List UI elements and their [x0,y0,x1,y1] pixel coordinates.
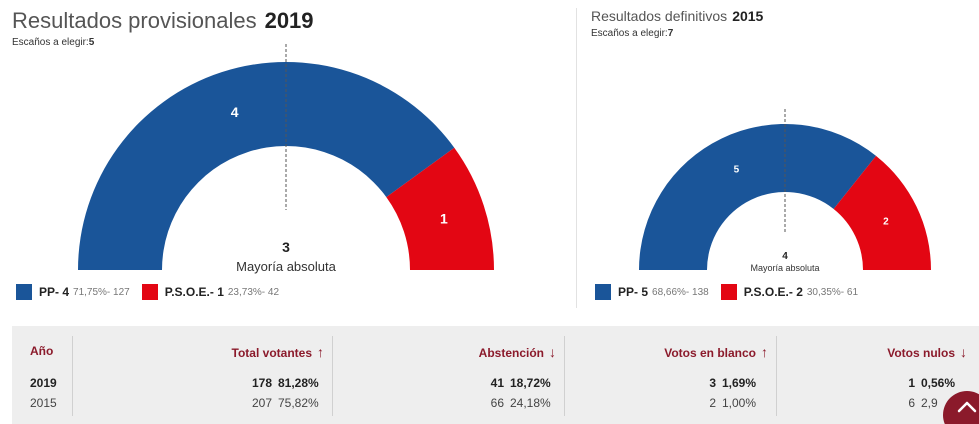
total-value: 178 [251,376,272,390]
party-legend-2019: PP- 4 71,75%- 127 P.S.O.E.- 1 23,73%- 42 [16,284,291,300]
col-null-votes: Votos nulos ↓ 1 0,56% 6 2,9 [776,336,979,416]
header-blank-label: Votos en blanco [664,346,756,360]
results-title: Resultados provisionales 2019 [12,8,314,34]
arrow-up-icon: ↑ [761,344,768,360]
pp-color-swatch [16,284,32,300]
header-year[interactable]: Año [30,344,54,358]
cell-blank-2019: 3 1,69% [709,376,768,390]
null-percent: 2,9 [921,396,938,410]
panel-divider [576,8,577,308]
cell-total-2015: 207 75,82% [252,396,324,410]
seats-label: Escaños a elegir: [12,37,89,48]
legend-item-psoe[interactable]: P.S.O.E.- 1 23,73%- 42 [141,284,280,300]
seat-hemicycle-2015: 5 2 4 Mayoría absoluta [639,109,931,273]
cell-null-2015: 6 2,9 [908,396,967,410]
majority-label: Mayoría absoluta [750,263,819,273]
legend-detail-pp: 68,66%- 138 [652,286,709,298]
header-blank-votes[interactable]: Votos en blanco ↑ [664,344,768,360]
majority-label: Mayoría absoluta [236,259,336,274]
abstention-value: 41 [490,376,504,390]
arrow-up-icon: ↑ [317,344,324,360]
legend-name-psoe: P.S.O.E.- 1 [164,285,224,299]
header-null-label: Votos nulos [887,346,955,360]
null-value: 6 [908,396,915,410]
col-blank-votes: Votos en blanco ↑ 3 1,69% 2 1,00% [564,336,776,416]
legend-name-pp: PP- 4 [39,285,70,299]
abstention-value: 66 [490,396,504,410]
legend-item-psoe[interactable]: P.S.O.E.- 2 30,35%- 61 [720,284,859,300]
legend-item-pp[interactable]: PP- 4 71,75%- 127 [16,284,130,300]
psoe-color-swatch [141,284,158,300]
seat-count-pp: 4 [231,104,239,120]
seat-arc-psoe[interactable] [833,155,931,270]
header-abstention-label: Abstención [478,346,544,360]
null-value: 1 [908,376,915,390]
blank-percent: 1,00% [722,396,757,410]
seats-label: Escaños a elegir: [591,28,668,39]
seats-value: 5 [88,37,95,48]
seats-to-elect: Escaños a elegir:7 [591,28,673,39]
abstention-percent: 24,18% [510,396,551,410]
psoe-color-swatch [720,284,737,300]
col-total-voters: Total votantes ↑ 178 81,28% 207 75,82% [72,336,332,416]
cell-total-2019: 178 81,28% [252,376,324,390]
seat-hemicycle-2019: 4 1 3 Mayoría absoluta [78,44,494,274]
majority-number: 3 [282,239,290,255]
legend-detail-psoe: 30,35%- 61 [806,286,859,298]
header-total-voters[interactable]: Total votantes ↑ [232,344,324,360]
cell-year-2015: 2015 [30,396,57,410]
chevron-up-icon [957,401,977,413]
results-2019-panel: Resultados provisionales 2019 Escaños a e… [0,0,575,320]
legend-detail-psoe: 23,73%- 42 [227,286,280,298]
seat-arc-pp[interactable] [78,61,455,270]
header-total-label: Total votantes [231,346,312,360]
seat-arc-psoe[interactable] [386,147,494,270]
arrow-down-icon: ↓ [549,344,556,360]
pp-color-swatch [595,284,611,300]
results-title-label: Resultados definitivos [591,8,728,24]
seat-count-psoe: 1 [440,210,448,226]
seat-count-psoe: 2 [883,217,889,228]
col-year: Año 2019 2015 [12,336,72,416]
header-null-votes[interactable]: Votos nulos ↓ [887,344,967,360]
results-2015-panel: Resultados definitivos 2015 Escaños a ele… [577,0,979,320]
blank-value: 2 [709,396,716,410]
blank-percent: 1,69% [722,376,757,390]
turnout-table: Año 2019 2015 Total votantes ↑ 178 81,28% … [12,326,979,424]
results-title-label: Resultados provisionales [12,8,257,33]
total-percent: 81,28% [278,376,319,390]
col-abstention: Abstención ↓ 41 18,72% 66 24,18% [332,336,564,416]
blank-value: 3 [709,376,716,390]
cell-year-2019: 2019 [30,376,57,390]
cell-abstention-2015: 66 24,18% [491,396,556,410]
legend-name-psoe: P.S.O.E.- 2 [743,285,803,299]
legend-item-pp[interactable]: PP- 5 68,66%- 138 [595,284,709,300]
legend-detail-pp: 71,75%- 127 [73,286,130,298]
arrow-down-icon: ↓ [960,344,967,360]
seats-to-elect: Escaños a elegir:5 [12,37,94,48]
cell-null-2019: 1 0,56% [908,376,967,390]
results-title: Resultados definitivos 2015 [591,8,763,24]
total-value: 207 [251,396,272,410]
results-year: 2019 [264,8,314,33]
results-year: 2015 [732,8,764,24]
seats-value: 7 [667,28,674,39]
cell-abstention-2019: 41 18,72% [491,376,556,390]
seat-arc-pp[interactable] [639,123,877,270]
seat-count-pp: 5 [734,164,740,175]
majority-number: 4 [782,251,788,262]
legend-name-pp: PP- 5 [618,285,649,299]
abstention-percent: 18,72% [510,376,551,390]
null-percent: 0,56% [921,376,956,390]
total-percent: 75,82% [278,396,319,410]
cell-blank-2015: 2 1,00% [709,396,768,410]
party-legend-2015: PP- 5 68,66%- 138 P.S.O.E.- 2 30,35%- 61 [595,284,870,300]
header-abstention[interactable]: Abstención ↓ [479,344,556,360]
